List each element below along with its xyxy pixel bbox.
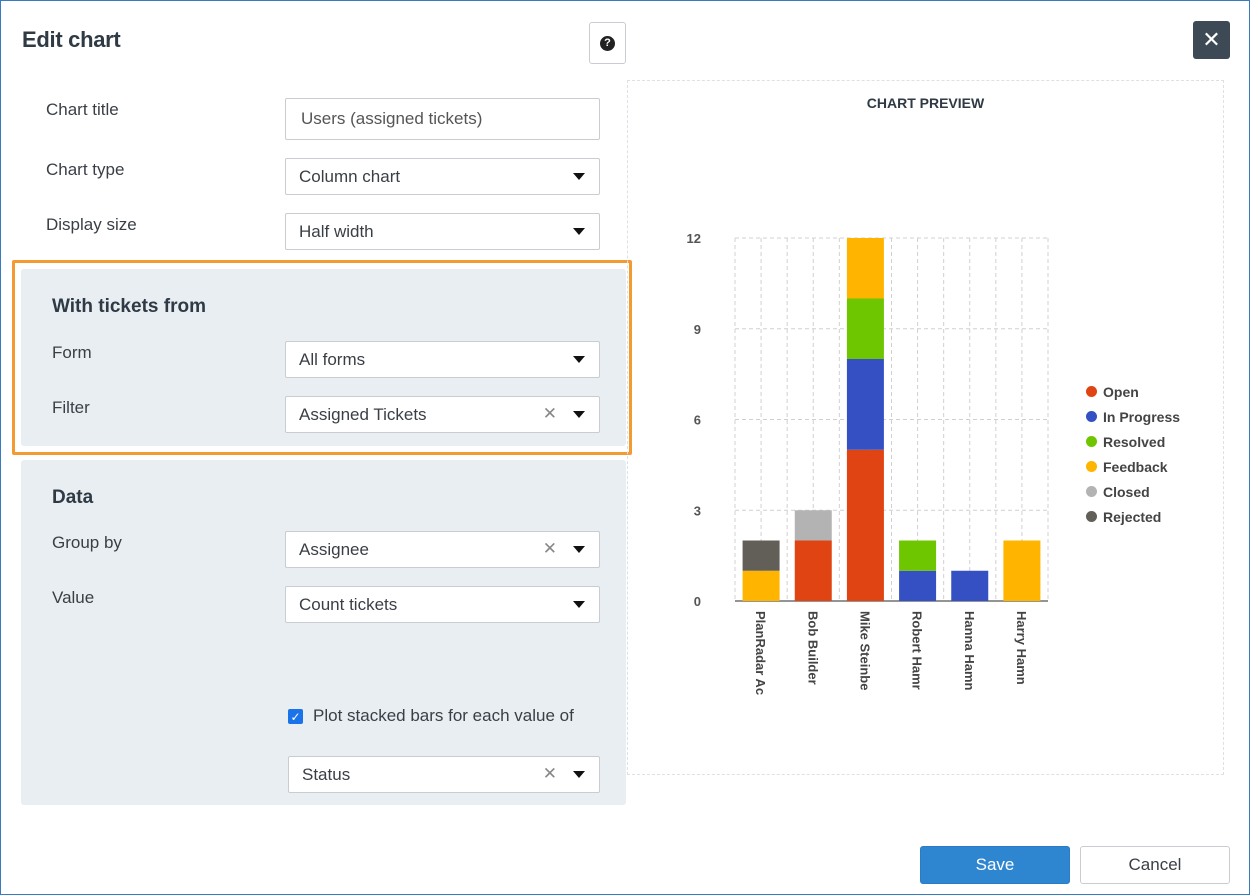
chart-preview-title: CHART PREVIEW (866, 95, 985, 111)
tickets-from-heading: With tickets from (52, 296, 206, 317)
y-tick-label: 12 (687, 231, 701, 246)
chart-title-input[interactable]: Users (assigned tickets) (285, 98, 600, 140)
legend-marker-icon (1086, 386, 1097, 397)
legend-label: Rejected (1103, 508, 1162, 525)
close-button[interactable]: ✕ (1193, 21, 1230, 59)
y-tick-label: 9 (694, 322, 701, 337)
bar-segment (742, 540, 780, 571)
value-label: Value (52, 588, 95, 607)
stacked-bars-checkbox[interactable]: ✓ (288, 709, 303, 724)
display-size-value: Half width (299, 221, 374, 241)
legend-marker-icon (1086, 511, 1097, 522)
chart-title-label: Chart title (46, 100, 119, 119)
chart-type-select[interactable]: Column chart (285, 158, 600, 195)
legend-item[interactable]: In Progress (1086, 404, 1180, 429)
chart-legend: Open In Progress Resolved Feedback Closed Rej… (1086, 379, 1180, 529)
bar-segment (794, 510, 832, 541)
chevron-down-icon (573, 173, 585, 180)
legend-item[interactable]: Open (1086, 379, 1180, 404)
stack-by-select[interactable]: Status ✕ (288, 756, 600, 793)
bar-segment (846, 449, 884, 601)
display-size-label: Display size (46, 215, 137, 234)
group-by-label: Group by (52, 533, 122, 552)
bar-segment (899, 540, 937, 571)
legend-label: In Progress (1103, 408, 1181, 425)
legend-item[interactable]: Resolved (1086, 429, 1180, 454)
x-tick-label: Harry Hamn (1014, 611, 1029, 685)
dialog-title: Edit chart (22, 27, 121, 52)
legend-label: Resolved (1103, 433, 1166, 450)
bar-segment (742, 570, 780, 601)
bar-segment (1003, 540, 1041, 601)
cancel-button[interactable]: Cancel (1080, 846, 1230, 884)
chevron-down-icon (573, 356, 585, 363)
display-size-select[interactable]: Half width (285, 213, 600, 250)
bar-segment (846, 359, 884, 450)
stacked-bars-label: Plot stacked bars for each value of (313, 706, 574, 725)
save-button[interactable]: Save (920, 846, 1070, 884)
legend-marker-icon (1086, 461, 1097, 472)
value-value: Count tickets (299, 594, 398, 614)
legend-label: Closed (1103, 483, 1150, 500)
chevron-down-icon (573, 228, 585, 235)
legend-item[interactable]: Feedback (1086, 454, 1180, 479)
y-tick-label: 0 (694, 594, 701, 609)
close-icon: ✕ (1202, 27, 1221, 52)
bar-segment (846, 238, 884, 299)
chart-title-value: Users (assigned tickets) (301, 109, 483, 128)
form-select[interactable]: All forms (285, 341, 600, 378)
y-tick-label: 3 (694, 503, 701, 518)
legend-label: Feedback (1103, 458, 1168, 475)
legend-marker-icon (1086, 436, 1097, 447)
clear-icon[interactable]: ✕ (542, 404, 557, 423)
data-heading: Data (52, 487, 94, 508)
filter-select[interactable]: Assigned Tickets ✕ (285, 396, 600, 433)
chart-preview: CHART PREVIEW (627, 80, 1224, 775)
bar-segment (951, 570, 989, 601)
chart-type-label: Chart type (46, 160, 125, 179)
x-tick-label: Bob Builder (805, 611, 820, 685)
bar-segment (899, 570, 937, 601)
chevron-down-icon (573, 411, 585, 418)
x-tick-label: Mike Steinbe (857, 611, 872, 690)
question-circle-icon: ? (600, 35, 615, 51)
chart-type-value: Column chart (299, 166, 401, 186)
chevron-down-icon (573, 771, 585, 778)
form-value: All forms (299, 349, 366, 369)
chevron-down-icon (573, 601, 585, 608)
group-by-value: Assignee (299, 539, 369, 559)
y-tick-label: 6 (694, 413, 701, 428)
legend-marker-icon (1086, 486, 1097, 497)
stack-by-value: Status (302, 764, 351, 784)
clear-icon[interactable]: ✕ (542, 764, 557, 783)
help-button[interactable]: ? (589, 22, 626, 64)
clear-icon[interactable]: ✕ (542, 539, 557, 558)
data-panel (21, 460, 626, 805)
legend-marker-icon (1086, 411, 1097, 422)
value-select[interactable]: Count tickets (285, 586, 600, 623)
legend-item[interactable]: Rejected (1086, 504, 1180, 529)
chevron-down-icon (573, 546, 585, 553)
x-tick-label: PlanRadar Ac (753, 611, 768, 695)
filter-value: Assigned Tickets (299, 404, 427, 424)
x-tick-label: Hanna Hamn (962, 611, 977, 691)
form-label: Form (52, 343, 92, 362)
highlight-frame (12, 260, 632, 455)
bar-segment (846, 298, 884, 359)
group-by-select[interactable]: Assignee ✕ (285, 531, 600, 568)
filter-label: Filter (52, 398, 90, 417)
x-tick-label: Robert Hamr (910, 611, 925, 690)
bar-segment (794, 540, 832, 601)
legend-label: Open (1103, 383, 1139, 400)
legend-item[interactable]: Closed (1086, 479, 1180, 504)
